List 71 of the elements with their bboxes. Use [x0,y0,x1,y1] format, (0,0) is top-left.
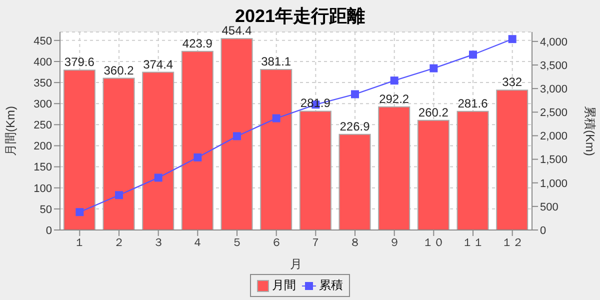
x-axis-title: 月 [290,257,302,271]
x-tick-label: ６ [270,236,282,249]
legend-label: 月間 [272,277,296,294]
data-label: 226.9 [340,119,370,134]
y-tick-label: 0 [46,224,52,237]
y-tick-label: 250 [34,120,52,132]
data-label: 381.1 [261,54,292,68]
x-tick-label: １０ [422,236,445,249]
bar [456,110,489,230]
chart-title: 2021年走行距離 [234,5,366,26]
x-tick-label: １２ [501,236,524,249]
y2-axis-title: 累積(Km) [582,106,597,156]
y2-tick-label: 3,000 [540,83,568,96]
y2-tick-label: 500 [540,201,558,214]
data-label: 260.2 [418,105,449,120]
point [430,64,438,72]
y-tick-label: 350 [34,77,52,90]
data-label: 281.6 [458,96,488,110]
data-label: 332 [502,75,522,90]
y-tick-label: 450 [34,35,52,48]
y2-tick-label: 2,500 [540,107,568,120]
y2-tick-label: 2,000 [540,130,568,143]
bar [378,106,410,230]
y2-tick-label: 3,500 [540,60,568,72]
bar [102,78,135,230]
data-label: 454.4 [222,24,252,38]
bar [220,38,253,230]
y2-tick-label: 1,500 [540,154,568,166]
x-tick-label: ９ [388,236,400,249]
y-tick-label: 150 [34,162,52,174]
point [351,90,359,98]
point [194,153,202,162]
y-tick-label: 200 [34,140,52,153]
point [76,208,84,216]
y-tick-label: 400 [34,56,52,68]
y-tick-label: 100 [34,182,52,195]
bar [338,134,371,230]
point [469,50,477,59]
x-tick-label: １ [74,236,86,249]
bar [496,90,528,230]
legend-label: 累積 [319,277,343,294]
data-label: 379.6 [64,55,95,70]
y2-tick-label: 0 [540,224,546,237]
point [154,174,162,182]
x-tick-label: ４ [192,236,204,249]
y2-tick-label: 4,000 [540,36,568,48]
bar [299,110,332,230]
y2-tick-label: 1,000 [540,178,568,190]
data-label: 423.9 [182,36,213,50]
y-tick-label: 300 [34,98,52,111]
x-tick-label: ３ [152,236,164,249]
bar [260,68,292,230]
point [272,114,280,122]
x-tick-label: ５ [232,236,242,249]
x-tick-label: ７ [310,236,322,249]
x-tick-label: ８ [350,236,360,249]
data-label: 360.2 [104,63,134,78]
bar [417,120,450,230]
point [508,35,516,44]
y-axis-title: 月間(Km) [3,106,18,156]
data-label: 374.4 [143,57,174,72]
point [115,191,123,200]
point [390,76,398,85]
point [233,132,241,140]
x-tick-label: ２ [114,236,124,249]
y-tick-label: 50 [40,204,52,216]
data-label: 292.2 [379,92,410,106]
bar [181,50,214,230]
bar [142,72,174,230]
bar [63,70,96,230]
x-tick-label: １１ [462,236,484,249]
